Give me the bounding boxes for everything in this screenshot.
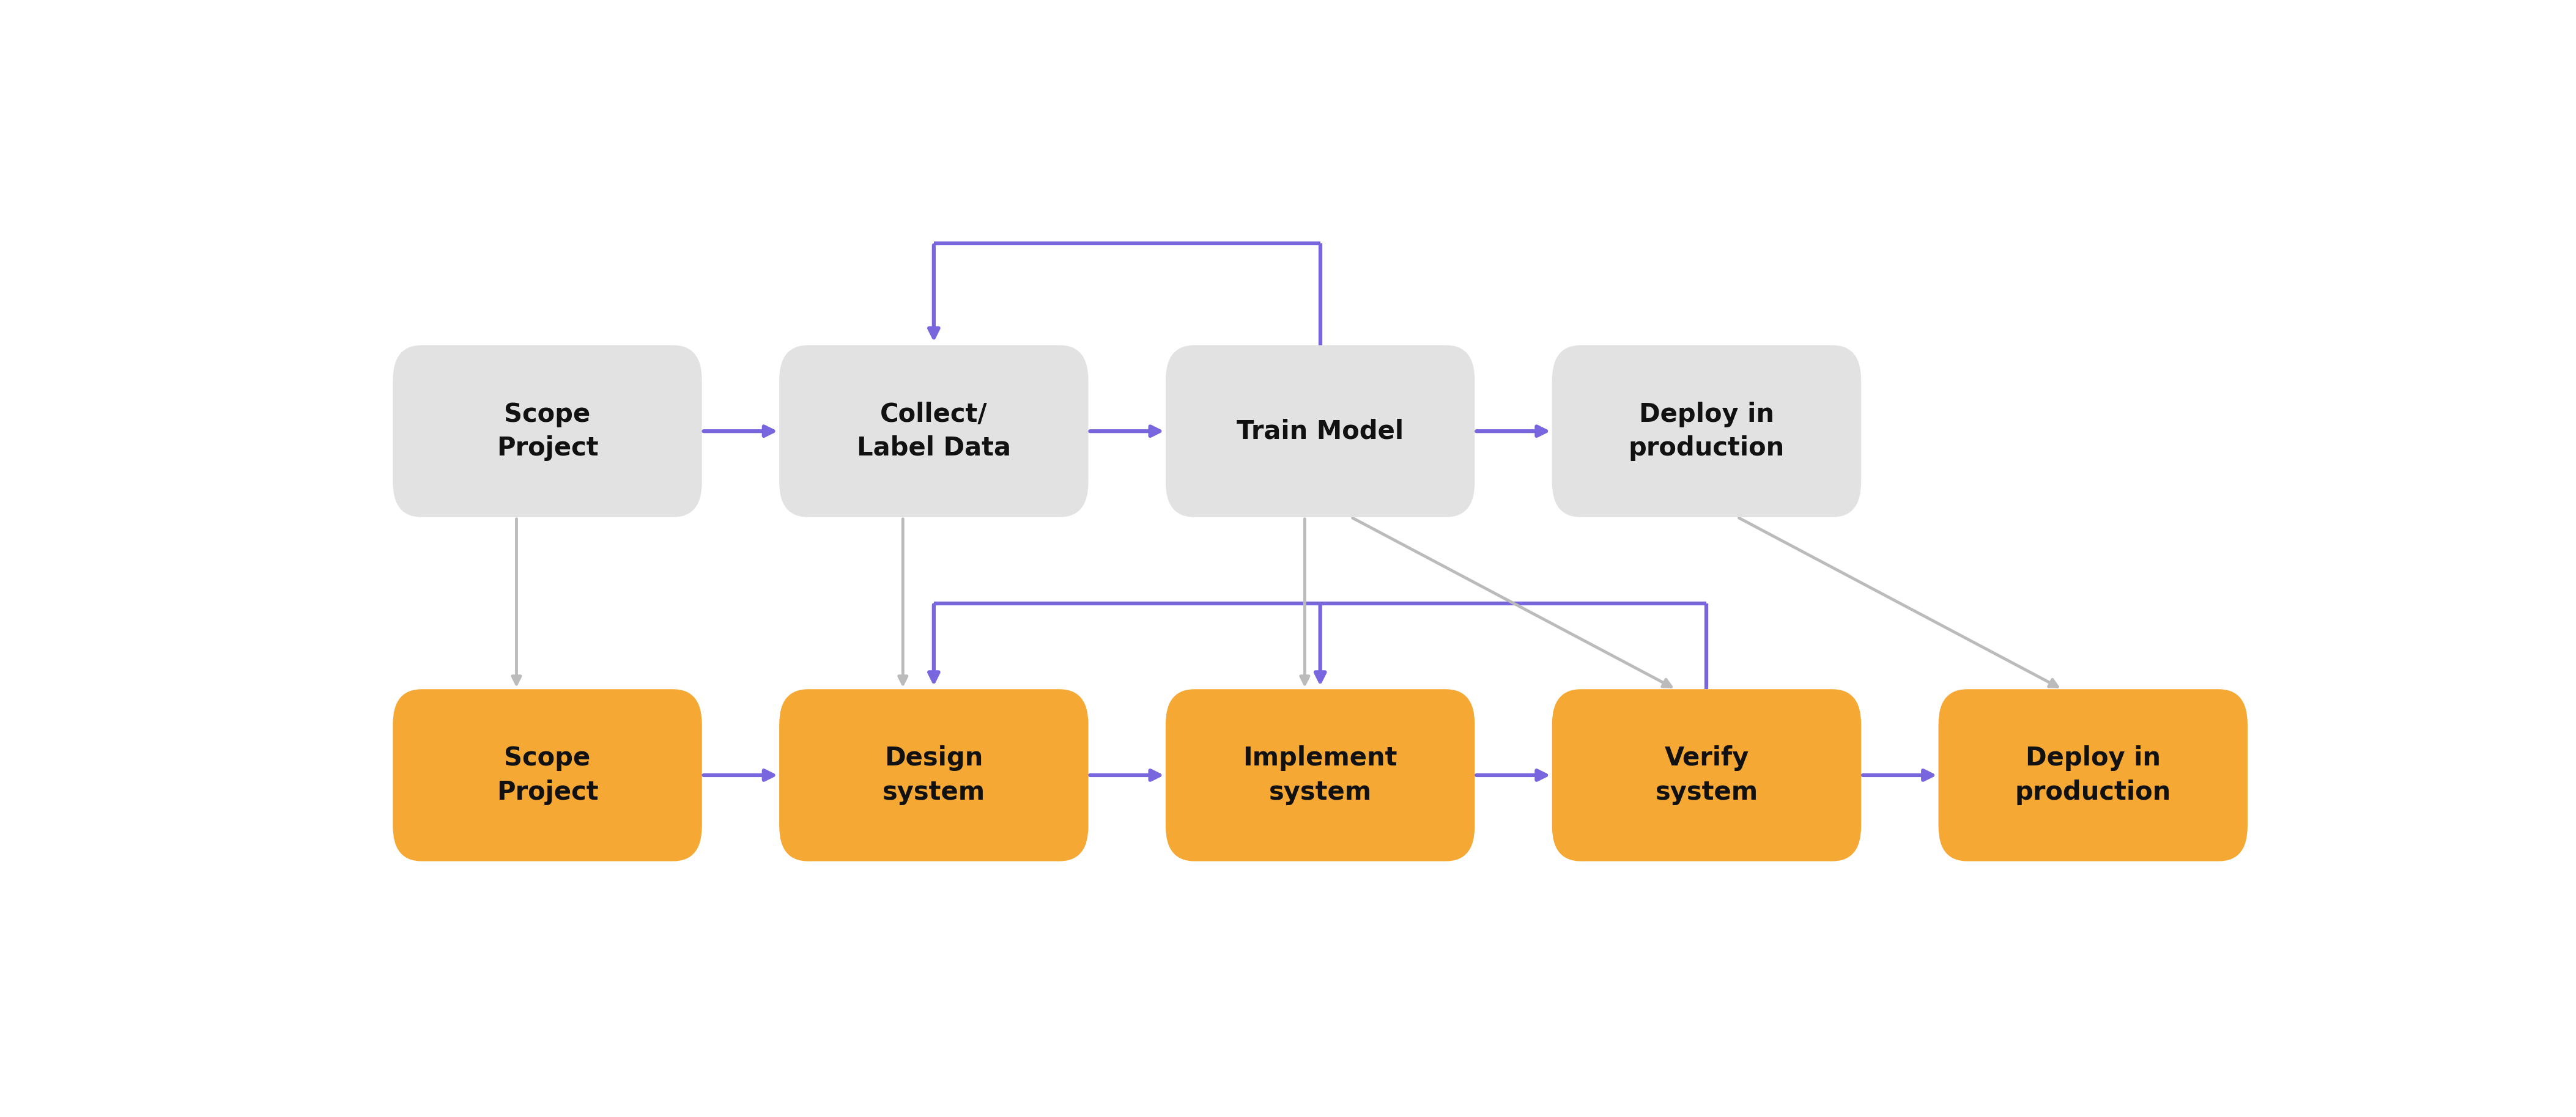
FancyBboxPatch shape: [394, 689, 701, 861]
FancyBboxPatch shape: [781, 689, 1087, 861]
Text: Design
system: Design system: [884, 745, 984, 805]
Text: Scope
Project: Scope Project: [497, 745, 598, 805]
Text: Train Model: Train Model: [1236, 419, 1404, 443]
Text: Implement
system: Implement system: [1244, 745, 1396, 805]
Text: Deploy in
production: Deploy in production: [2014, 745, 2172, 805]
FancyBboxPatch shape: [1551, 689, 1860, 861]
FancyBboxPatch shape: [394, 345, 701, 517]
FancyBboxPatch shape: [1551, 345, 1860, 517]
FancyBboxPatch shape: [781, 345, 1087, 517]
FancyBboxPatch shape: [1164, 345, 1473, 517]
Text: Verify
system: Verify system: [1656, 745, 1757, 805]
FancyBboxPatch shape: [1164, 689, 1473, 861]
FancyBboxPatch shape: [1940, 689, 2246, 861]
Text: Collect/
Label Data: Collect/ Label Data: [858, 401, 1010, 461]
Text: Deploy in
production: Deploy in production: [1628, 401, 1785, 461]
Text: Scope
Project: Scope Project: [497, 401, 598, 461]
